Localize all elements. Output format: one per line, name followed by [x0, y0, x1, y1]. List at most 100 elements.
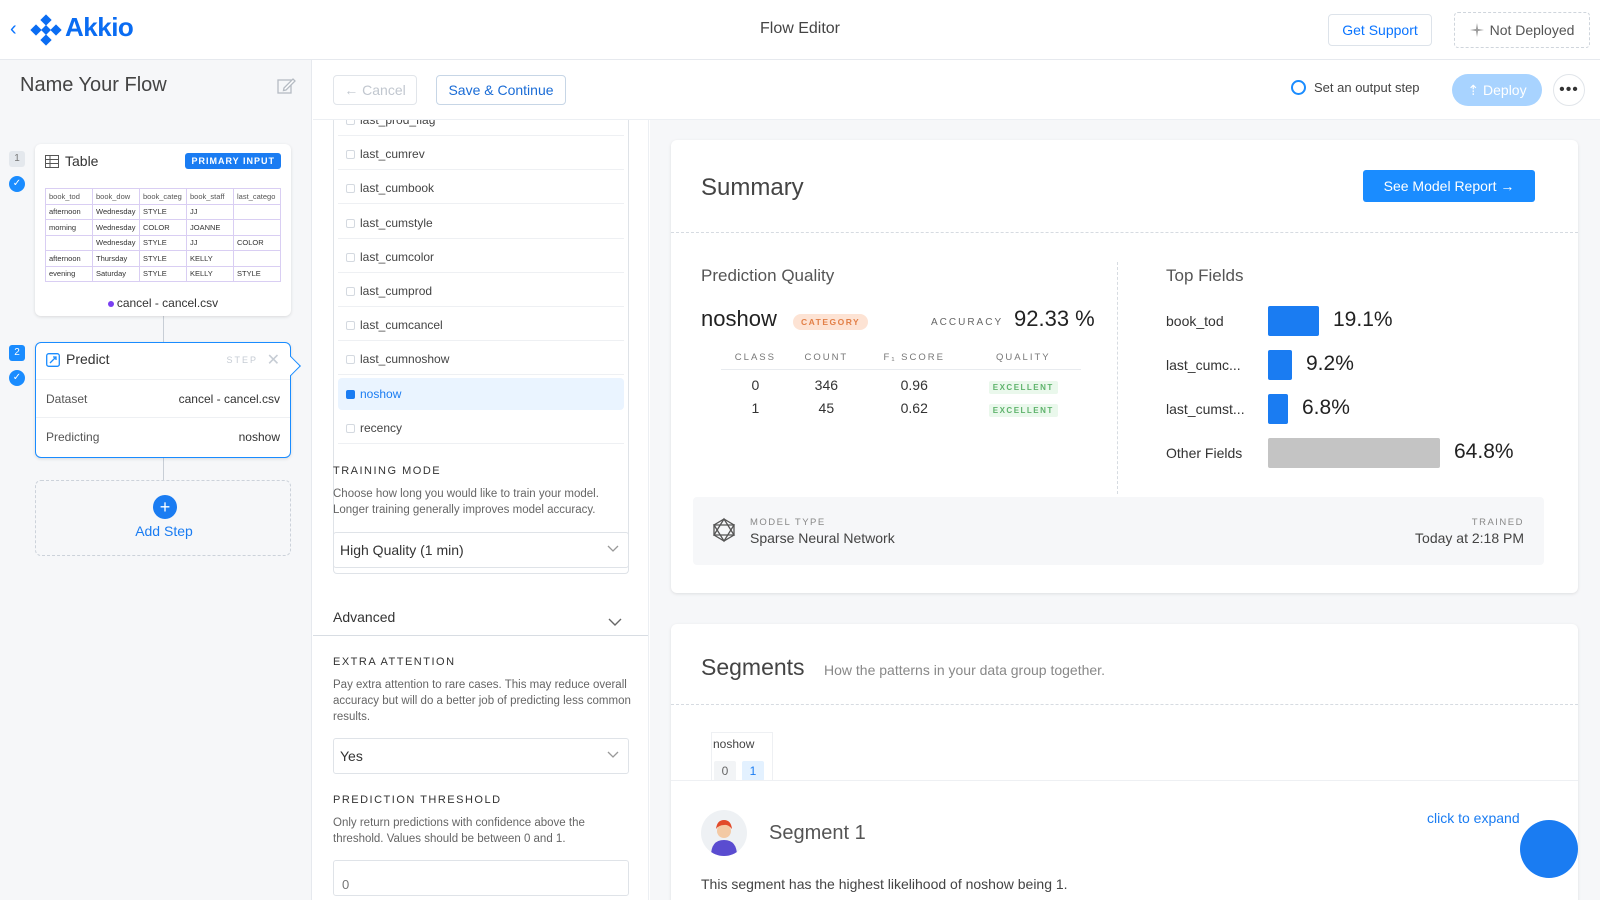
table-cell: [233, 219, 281, 236]
table-cell: 0.96: [900, 377, 928, 394]
file-dot-icon: [107, 300, 114, 307]
threshold-input[interactable]: [333, 860, 629, 896]
deploy-status-button[interactable]: Not Deployed: [1454, 12, 1590, 48]
table-cell: STYLE: [233, 265, 281, 282]
checkbox-icon[interactable]: [346, 218, 355, 228]
deploy-button[interactable]: ⇡ Deploy: [1452, 74, 1542, 106]
top-bar: ‹ Akkio Flow Editor Get Support Not Depl…: [0, 0, 1600, 60]
table-row: 0 346 0.96 EXCELLENT: [721, 369, 1081, 395]
field-option[interactable]: last_cumcancel: [338, 309, 624, 342]
table-cell: COLOR: [139, 219, 187, 236]
checkbox-icon[interactable]: [346, 120, 355, 125]
field-option[interactable]: noshow: [338, 377, 624, 410]
field-option[interactable]: last_cumstyle: [338, 207, 624, 239]
predicting-label: Predicting: [46, 430, 100, 444]
get-support-button[interactable]: Get Support: [1328, 14, 1432, 46]
table-cell: JJ: [186, 203, 234, 220]
logo-text[interactable]: Akkio: [65, 12, 134, 42]
field-option-label: last_cumbook: [360, 181, 435, 196]
training-mode-value: High Quality (1 min): [340, 542, 464, 558]
table-cell: KELLY: [186, 250, 234, 267]
back-chevron-icon[interactable]: ‹: [10, 18, 17, 40]
dataset-row: Dataset cancel - cancel.csv: [36, 379, 290, 417]
segment-tab-1[interactable]: 1: [742, 761, 764, 781]
checkbox-icon[interactable]: [346, 321, 355, 331]
checkbox-icon[interactable]: [346, 287, 355, 296]
table-cell: 0.62: [900, 400, 928, 416]
checkbox-icon[interactable]: [346, 423, 355, 433]
expand-link[interactable]: click to expand: [1427, 810, 1520, 826]
training-mode-heading: TRAINING MODE: [333, 465, 442, 477]
advanced-toggle[interactable]: Advanced: [313, 600, 648, 636]
top-field-bar: [1268, 394, 1288, 424]
extra-attention-select[interactable]: Yes: [333, 738, 629, 774]
top-field-name: last_cumst...: [1166, 401, 1245, 417]
table-cell: 346: [814, 377, 839, 394]
extra-attention-description: Pay extra attention to rare cases. This …: [333, 679, 631, 723]
field-option[interactable]: last_cumnoshow: [338, 343, 624, 376]
accuracy-value: 92.33 %: [1014, 306, 1095, 331]
source-file-label: cancel - cancel.csv: [35, 296, 291, 310]
more-options-button[interactable]: •••: [1553, 74, 1585, 106]
table-cell: [233, 250, 281, 267]
table-cell: JOANNE: [186, 219, 234, 236]
add-step-button[interactable]: + Add Step: [35, 480, 291, 556]
divider: [671, 780, 1578, 781]
table-row: evening Saturday STYLE KELLY STYLE: [45, 265, 281, 282]
cancel-button[interactable]: ← Cancel: [333, 75, 417, 105]
flow-name[interactable]: Name Your Flow: [20, 74, 167, 96]
chat-launcher-button[interactable]: [1520, 820, 1578, 878]
see-model-report-button[interactable]: See Model Report →: [1363, 170, 1535, 202]
table-cell: [45, 234, 93, 251]
top-field-percent: 19.1%: [1333, 308, 1393, 331]
avatar: [701, 810, 747, 856]
segment-tab-0[interactable]: 0: [714, 761, 736, 781]
table-header-cell: book_tod: [45, 188, 93, 205]
prediction-threshold-description: Only return predictions with confidence …: [333, 817, 585, 845]
checkbox-icon[interactable]: [346, 389, 355, 399]
table-step-card[interactable]: Table PRIMARY INPUT book_tod book_dow book…: [35, 144, 291, 316]
predict-icon: [46, 353, 60, 367]
checkbox-icon[interactable]: [346, 355, 355, 365]
table-cell: STYLE: [139, 250, 187, 267]
table-header-cell: book_staff: [186, 188, 234, 205]
field-option[interactable]: last_prod_flag: [338, 120, 624, 136]
field-option[interactable]: last_cumbook: [338, 172, 624, 205]
field-option-label: last_cumrev: [360, 147, 425, 162]
field-option[interactable]: last_cumcolor: [338, 241, 624, 273]
checkbox-icon[interactable]: [346, 184, 355, 194]
top-field-name: book_tod: [1166, 313, 1224, 329]
field-option-label: recency: [360, 420, 403, 435]
field-option[interactable]: recency: [338, 412, 624, 444]
advanced-label: Advanced: [333, 609, 396, 625]
top-field-bar: [1268, 438, 1440, 468]
training-mode-select[interactable]: High Quality (1 min): [333, 532, 629, 568]
table-header-cell: COUNT: [789, 347, 863, 370]
table-header-cell: F₁ SCORE: [862, 347, 966, 370]
close-icon[interactable]: ✕: [266, 352, 280, 369]
field-option[interactable]: last_cumrev: [338, 138, 624, 171]
set-output-step-button[interactable]: Set an output step: [1291, 80, 1420, 95]
top-field-percent: 9.2%: [1306, 352, 1354, 375]
table-row: morning Wednesday COLOR JOANNE: [45, 219, 281, 236]
action-bar: ← Cancel Save & Continue Set an output s…: [313, 60, 1600, 120]
checkbox-icon[interactable]: [346, 150, 355, 160]
top-field-row: last_cumst... 6.8%: [1166, 394, 1546, 424]
table-cell: afternoon: [45, 250, 93, 267]
checkbox-icon[interactable]: [346, 252, 355, 262]
save-continue-button[interactable]: Save & Continue: [436, 75, 566, 105]
edit-icon[interactable]: [276, 76, 296, 96]
class-quality-table: CLASS COUNT F₁ SCORE QUALITY 0 346 0.96 EXCELL…: [721, 347, 1081, 421]
neural-network-icon: [712, 517, 736, 543]
segments-title: Segments: [701, 654, 805, 680]
prediction-quality-title: Prediction Quality: [701, 266, 835, 285]
predict-step-card[interactable]: Predict STEP ✕ Dataset cancel - cancel.c…: [35, 342, 301, 458]
predicting-row: Predicting noshow: [36, 417, 290, 455]
table-header-cell: book_categ: [139, 188, 187, 205]
deploy-label: Deploy: [1483, 81, 1527, 98]
table-icon: [45, 155, 59, 168]
quality-badge: EXCELLENT: [988, 380, 1058, 394]
field-option[interactable]: last_cumprod: [338, 275, 624, 307]
